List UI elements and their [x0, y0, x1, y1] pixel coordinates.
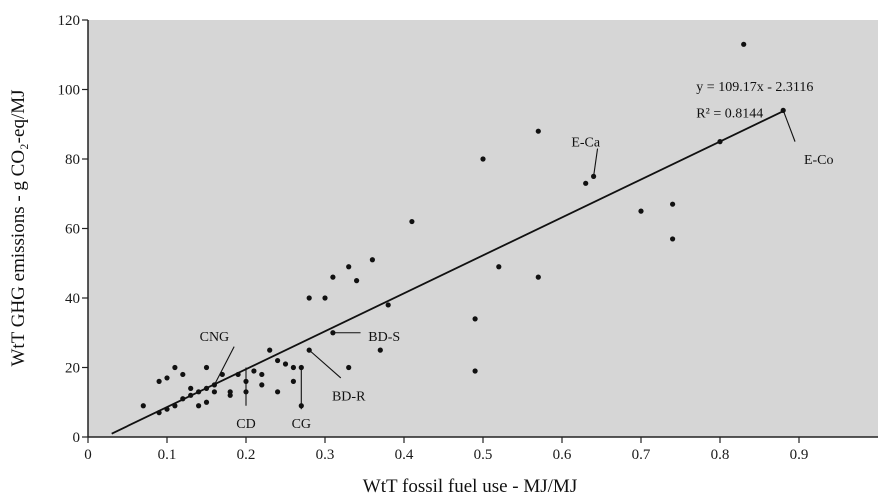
data-point	[409, 218, 415, 225]
data-point	[472, 368, 478, 374]
annotation-leader-e-co	[782, 110, 796, 142]
x-tick-label: 0.8	[711, 447, 730, 463]
y-axis-label: WtT GHG emissions - g CO₂-eq/MJ	[8, 89, 29, 366]
data-point	[172, 403, 178, 409]
y-tick-label: 0	[73, 430, 81, 446]
y-tick-label: 120	[58, 13, 81, 29]
data-point	[330, 274, 336, 280]
data-point	[235, 371, 241, 378]
trendline-r2: R² = 0.8144	[696, 106, 763, 121]
data-point	[282, 361, 289, 367]
data-point	[203, 364, 210, 371]
data-point	[203, 399, 210, 405]
data-point	[369, 257, 375, 263]
annotation-bd-s: BD-S	[368, 330, 400, 345]
data-point	[188, 392, 194, 398]
data-point	[196, 403, 202, 409]
annotation-bd-r: BD-R	[332, 389, 366, 404]
x-tick-label: 0.5	[474, 447, 493, 463]
data-point	[180, 371, 186, 378]
x-tick-label: 0.4	[395, 447, 414, 463]
data-point	[203, 385, 210, 391]
data-point	[267, 347, 273, 353]
data-point	[472, 316, 478, 322]
data-point	[164, 406, 170, 412]
data-point	[156, 410, 162, 416]
x-tick-label: 0.9	[790, 447, 809, 463]
annotation-e-ca: E-Ca	[571, 136, 601, 151]
x-tick-label: 0.7	[632, 447, 651, 463]
data-point	[259, 371, 265, 378]
annotation-leader-bd-r	[308, 349, 342, 379]
data-point	[346, 364, 352, 371]
data-point	[251, 368, 257, 374]
data-point	[259, 382, 265, 388]
data-point	[322, 295, 328, 301]
data-point	[180, 396, 186, 402]
annotation-leader-cng	[213, 346, 235, 386]
y-tick-label: 20	[65, 361, 80, 377]
x-axis-label: WtT fossil fuel use - MJ/MJ	[363, 476, 577, 497]
data-point	[290, 364, 296, 371]
data-point	[496, 264, 502, 270]
x-tick-label: 0.1	[158, 447, 177, 463]
annotation-cng: CNG	[200, 330, 230, 345]
data-point	[290, 378, 296, 384]
data-point	[385, 302, 391, 308]
data-point	[480, 156, 486, 162]
data-point	[741, 41, 747, 47]
data-point	[670, 236, 676, 242]
data-point	[670, 201, 676, 207]
plot-area	[88, 20, 878, 437]
x-tick-label: 0.2	[237, 447, 256, 463]
annotation-cd: CD	[236, 417, 255, 432]
annotation-leader-e-ca	[593, 148, 599, 177]
trendline-equation: y = 109.17x - 2.3116	[696, 80, 813, 95]
data-point	[156, 378, 162, 384]
data-point	[638, 208, 644, 214]
data-point	[140, 403, 146, 409]
data-point	[172, 364, 178, 371]
data-point	[275, 357, 281, 364]
data-point	[346, 264, 352, 270]
x-tick-label: 0.6	[553, 447, 572, 463]
annotation-cg: CG	[292, 417, 311, 432]
y-tick-label: 60	[65, 222, 80, 238]
y-tick-label: 40	[65, 291, 80, 307]
data-point	[583, 180, 589, 186]
annotation-e-co: E-Co	[804, 153, 834, 168]
y-tick-label: 80	[65, 152, 80, 168]
x-tick-label: 0	[84, 447, 92, 463]
data-point	[717, 139, 723, 145]
data-point	[196, 389, 202, 395]
data-point	[275, 389, 281, 395]
data-point	[354, 278, 360, 284]
data-point	[188, 385, 194, 391]
data-point	[227, 389, 233, 395]
data-point	[306, 295, 312, 301]
data-point	[377, 347, 383, 353]
trendline	[111, 110, 784, 435]
data-point	[211, 389, 217, 395]
data-point	[535, 274, 541, 280]
y-tick-label: 100	[58, 83, 81, 99]
x-tick-label: 0.3	[316, 447, 335, 463]
data-point	[164, 375, 170, 381]
data-point	[535, 128, 541, 134]
